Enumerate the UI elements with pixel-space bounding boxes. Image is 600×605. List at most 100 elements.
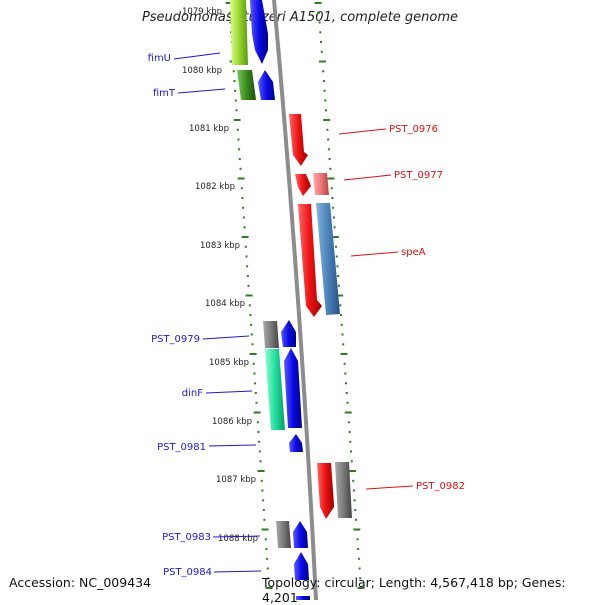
gene-label-speA: speA — [401, 247, 426, 258]
gene-blue-bottom — [296, 596, 310, 600]
tick-mark — [357, 587, 365, 589]
gene-PST_0979-block — [263, 320, 296, 348]
gene-label-fimT: fimT — [153, 88, 176, 99]
tick-mark — [241, 197, 244, 199]
tick-mark — [359, 577, 362, 580]
tick-mark — [234, 89, 237, 92]
tick-mark — [319, 31, 322, 34]
tick-mark — [318, 60, 326, 63]
tick-mark — [243, 226, 246, 229]
tick-mark — [332, 206, 335, 209]
tick-label: 1080 kbp — [182, 66, 222, 76]
tick-mark — [265, 548, 268, 550]
tick-mark — [257, 431, 260, 433]
tick-mark — [246, 265, 249, 268]
tick-mark — [229, 21, 232, 24]
tick-mark — [352, 479, 355, 482]
tick-mark — [235, 109, 238, 112]
tick-label: 1086 kbp — [212, 417, 252, 427]
tick-mark — [327, 177, 335, 180]
tick-mark — [318, 21, 321, 24]
gene-blue-dinF — [284, 348, 302, 428]
tick-mark — [246, 275, 249, 277]
topology-text: Topology: circular; Length: 4,567,418 bp… — [262, 575, 566, 605]
tick-label: 1084 kbp — [205, 299, 245, 309]
tick-mark — [355, 518, 357, 521]
tick-mark — [331, 236, 339, 238]
tick-mark — [257, 470, 265, 472]
tick-mark — [228, 11, 231, 14]
gene-blue-upper — [250, 0, 268, 64]
tick-mark — [323, 119, 331, 121]
tick-mark — [325, 109, 327, 112]
tick-mark — [350, 450, 352, 453]
tick-mark — [328, 158, 331, 160]
tick-mark — [258, 440, 261, 443]
tick-mark — [320, 50, 323, 53]
tick-mark — [336, 294, 344, 297]
tick-mark — [237, 177, 245, 180]
gene-fimU-block — [230, 0, 275, 100]
tick-mark — [248, 304, 251, 307]
tick-mark — [335, 245, 337, 248]
tick-mark — [262, 509, 265, 511]
tick-label: 1087 kbp — [216, 475, 256, 485]
tick-mark — [348, 431, 351, 433]
tick-mark — [344, 372, 347, 375]
tick-mark — [339, 304, 342, 307]
tick-mark — [337, 284, 340, 287]
tick-mark — [251, 343, 254, 346]
gene-label-PST_0984: PST_0984 — [163, 567, 212, 578]
tick-mark — [238, 158, 241, 160]
gene-PST_0976 — [289, 114, 308, 166]
gene-speA-red — [298, 204, 322, 317]
tick-label: 1085 kbp — [209, 358, 249, 368]
tick-mark — [345, 382, 347, 385]
gene-label-PST_0983: PST_0983 — [162, 532, 211, 543]
gene-label-PST_0977: PST_0977 — [394, 170, 443, 181]
tick-mark — [240, 187, 243, 190]
tick-mark — [254, 382, 257, 385]
tick-mark — [346, 401, 349, 404]
tick-mark — [327, 138, 330, 141]
gene-PST_0977-pink — [313, 173, 329, 195]
leader-lines-right — [338, 128, 414, 490]
tick-mark — [344, 411, 352, 414]
gene-blue-fimT — [258, 70, 275, 100]
tick-mark — [236, 128, 239, 131]
tick-mark — [347, 421, 350, 424]
tick-mark — [249, 314, 252, 316]
tick-mark — [354, 509, 357, 511]
gene-label-PST_0982: PST_0982 — [416, 481, 465, 492]
tick-mark — [234, 99, 237, 102]
tick-mark — [267, 577, 270, 580]
tick-mark — [266, 567, 269, 570]
tick-mark — [332, 216, 335, 219]
gene-label-PST_0976: PST_0976 — [389, 124, 438, 135]
tick-mark — [357, 557, 360, 560]
tick-mark — [349, 470, 356, 472]
tick-mark — [239, 167, 242, 170]
tick-mark — [353, 528, 361, 531]
tick-mark — [317, 11, 320, 14]
tick-mark — [263, 518, 266, 521]
tick-mark — [233, 119, 241, 121]
tick-mark — [322, 80, 325, 82]
gene-green-upper — [230, 0, 248, 65]
tick-mark — [255, 401, 258, 404]
tick-mark — [242, 206, 245, 209]
tick-mark — [233, 80, 236, 82]
tick-label: 1083 kbp — [200, 241, 240, 251]
gene-PST_0982-grey — [335, 462, 352, 518]
tick-label: 1081 kbp — [189, 124, 229, 134]
leader-lines-left — [173, 52, 262, 573]
tick-mark — [261, 489, 264, 492]
gene-blue-PST_0979 — [281, 320, 296, 347]
gene-PST_0977-red — [295, 174, 311, 196]
tick-mark — [253, 411, 261, 414]
tick-mark — [350, 460, 353, 463]
gene-label-dinF: dinF — [182, 388, 203, 399]
gene-label-fimU: fimU — [148, 53, 171, 64]
tick-mark — [259, 460, 262, 463]
genome-backbone — [272, 0, 318, 600]
